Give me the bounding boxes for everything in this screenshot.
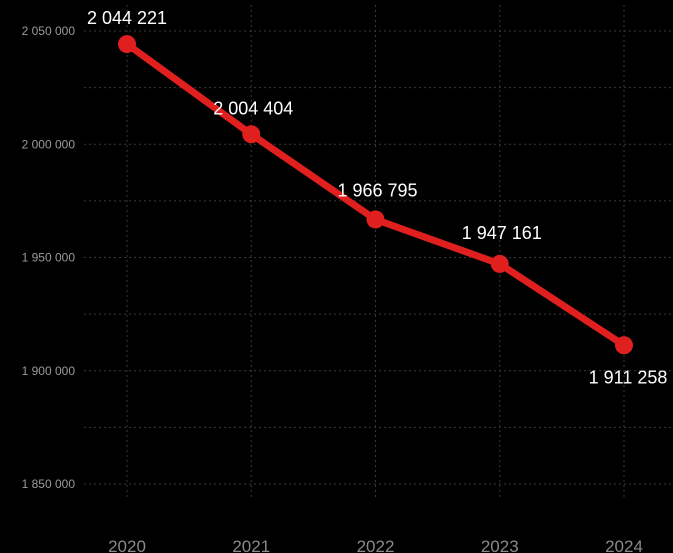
y-tick-label: 1 850 000 (22, 477, 76, 491)
data-point (490, 254, 509, 273)
data-label: 2 044 221 (87, 8, 167, 28)
x-tick-label: 2023 (481, 537, 519, 553)
data-label: 1 966 795 (337, 180, 417, 200)
x-tick-label: 2020 (108, 537, 146, 553)
data-labels: 2 044 221 2 004 404 1 966 795 1 947 161 1 91… (87, 8, 667, 387)
data-label: 2 004 404 (213, 98, 293, 118)
y-tick-label: 2 050 000 (22, 24, 76, 38)
y-tick-label: 1 950 000 (22, 251, 76, 265)
series (118, 35, 633, 355)
y-axis: 2 050 000 2 000 000 1 950 000 1 900 000 1 85… (22, 24, 76, 491)
data-point (366, 210, 385, 229)
x-tick-label: 2022 (357, 537, 395, 553)
data-label: 1 911 258 (589, 367, 668, 387)
x-axis: 2020 2021 2022 2023 2024 (108, 537, 643, 553)
data-point (242, 125, 261, 144)
y-tick-label: 2 000 000 (22, 137, 76, 151)
data-point (118, 35, 136, 54)
x-tick-label: 2024 (605, 537, 643, 553)
x-tick-label: 2021 (232, 537, 270, 553)
data-label: 1 947 161 (462, 223, 542, 243)
data-point (615, 336, 633, 355)
y-tick-label: 1 900 000 (22, 364, 76, 378)
